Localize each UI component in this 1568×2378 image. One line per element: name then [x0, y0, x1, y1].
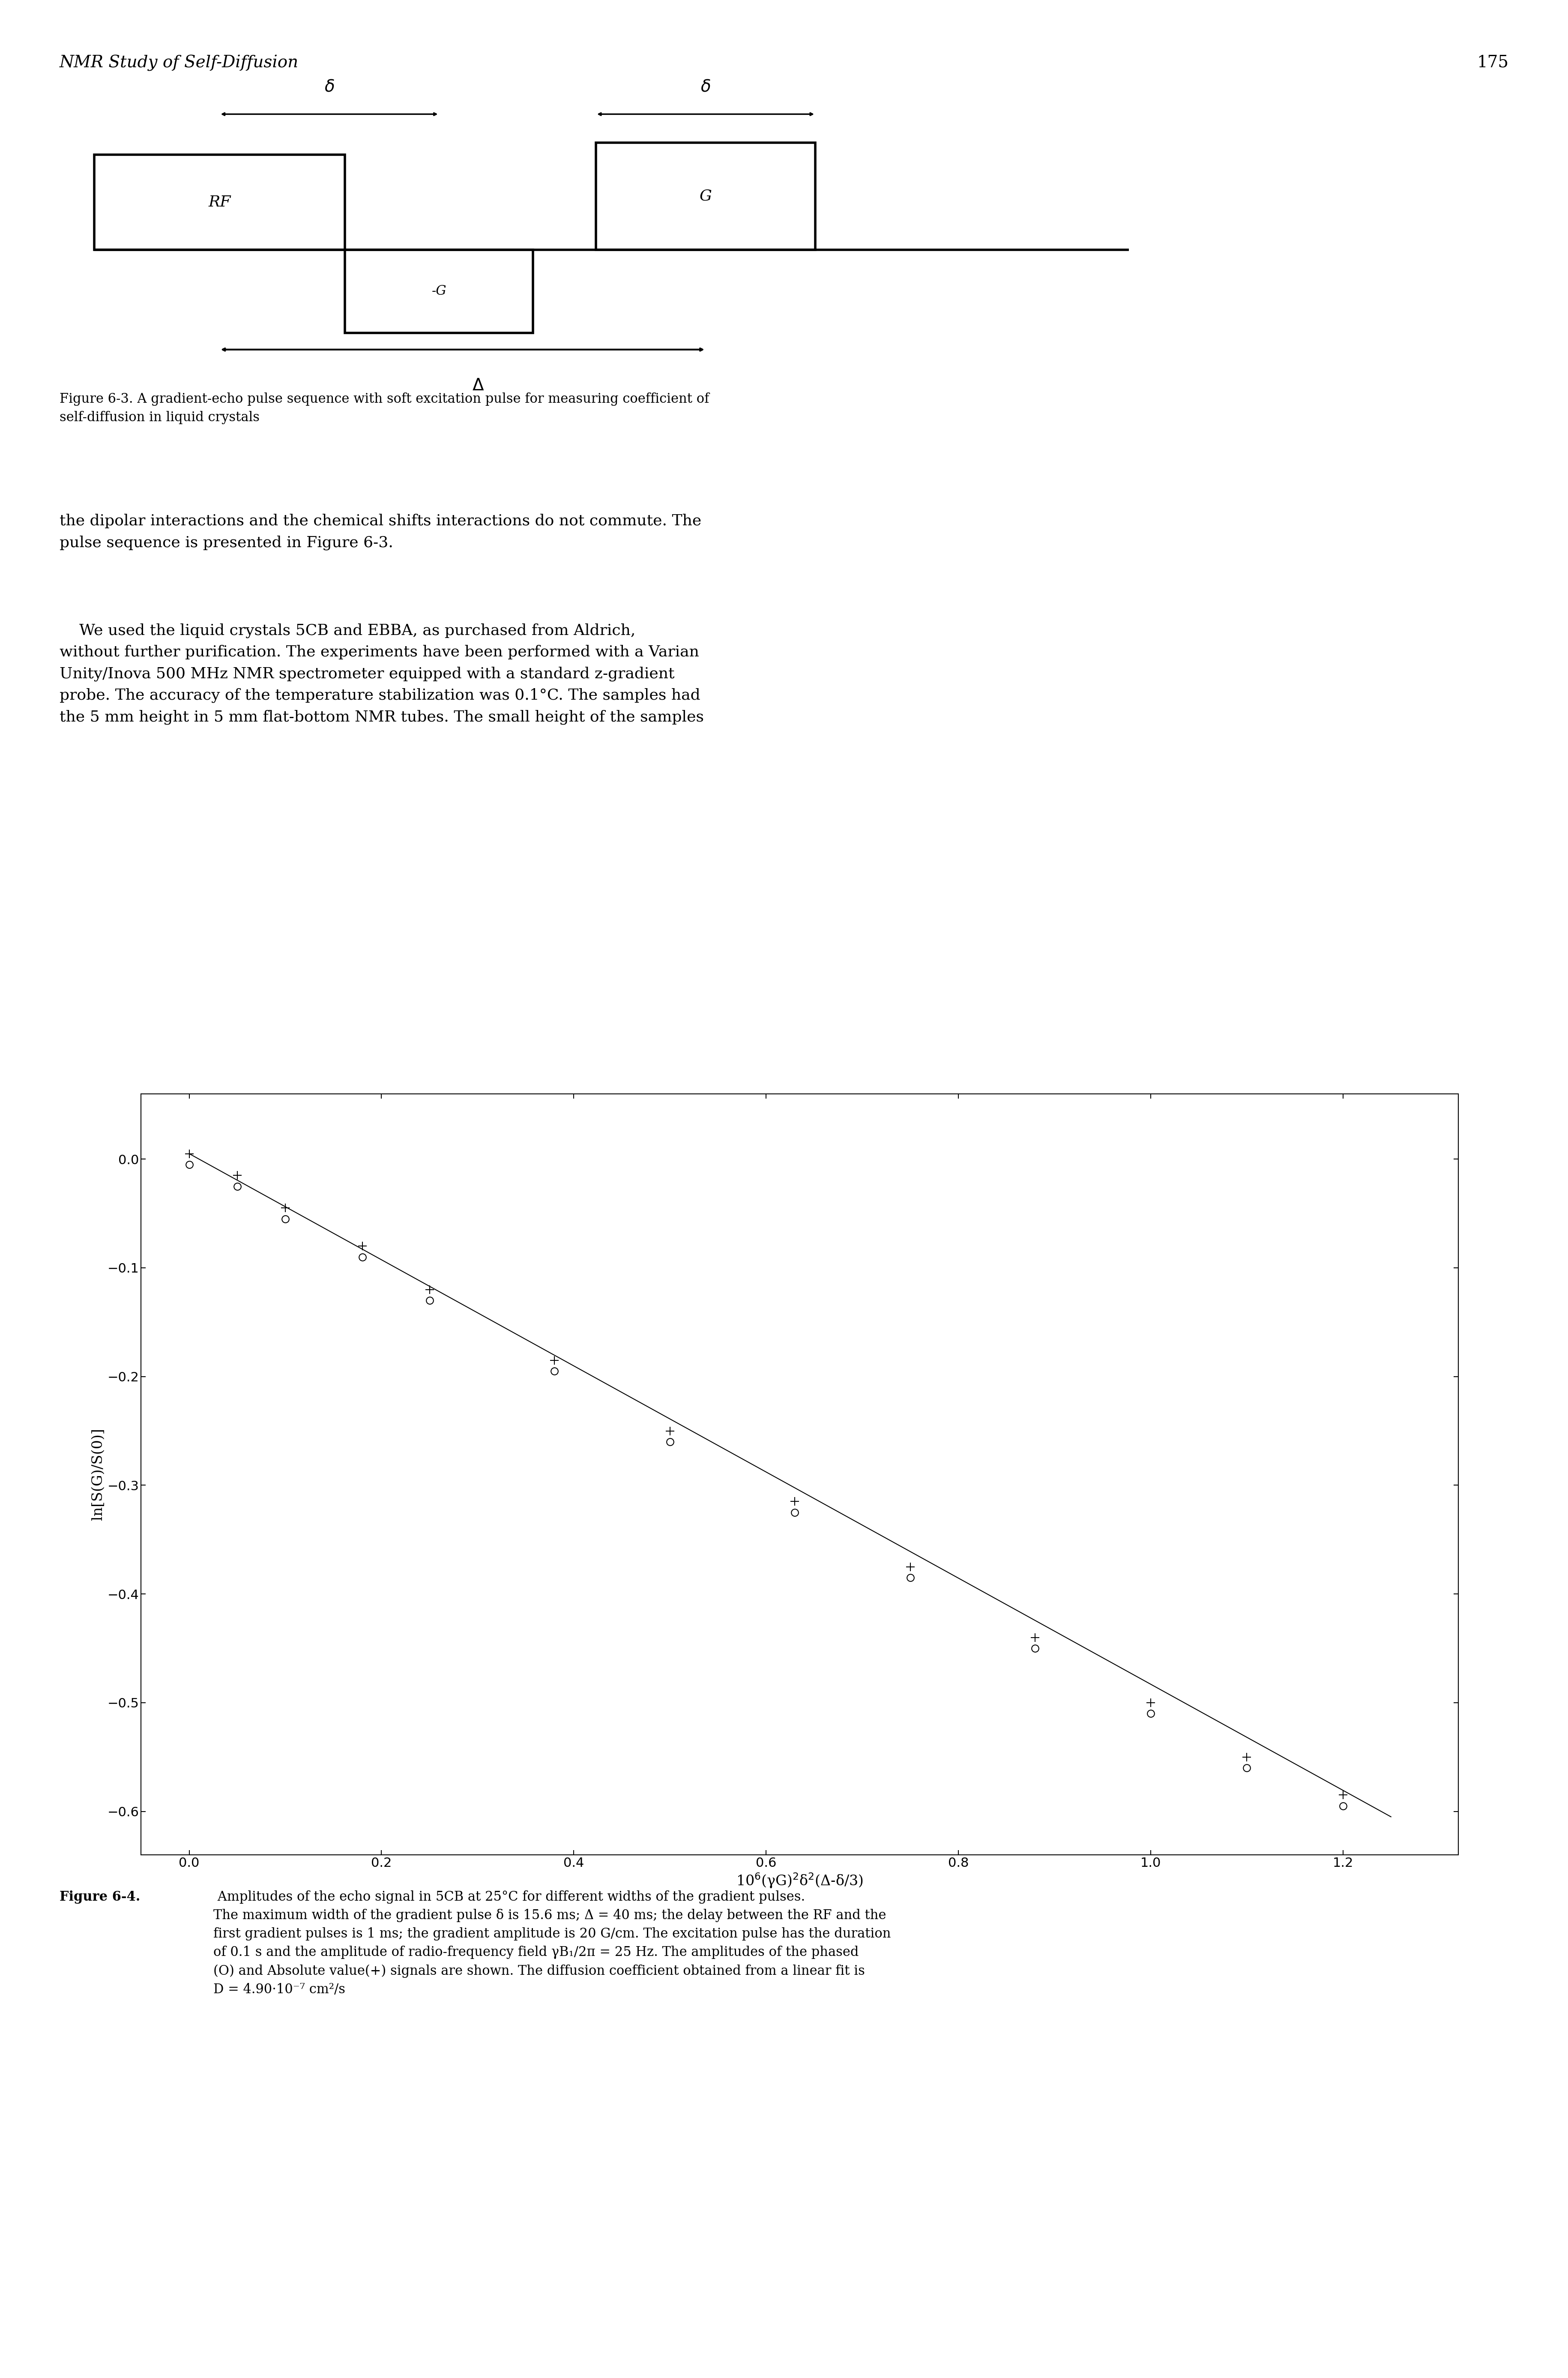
Text: -G: -G	[431, 285, 447, 297]
Text: RF: RF	[209, 195, 230, 209]
Text: $\delta$: $\delta$	[325, 78, 334, 95]
Text: $\Delta$: $\Delta$	[472, 378, 485, 395]
Text: Amplitudes of the echo signal in 5CB at 25°C for different widths of the gradien: Amplitudes of the echo signal in 5CB at …	[213, 1891, 891, 1995]
X-axis label: 10$^{6}$(γG)$^{2}$δ$^{2}$(Δ-δ/3): 10$^{6}$(γG)$^{2}$δ$^{2}$(Δ-δ/3)	[735, 1871, 864, 1891]
Y-axis label: ln[S(G)/S(0)]: ln[S(G)/S(0)]	[91, 1429, 105, 1520]
Text: G: G	[699, 188, 712, 205]
Text: Figure 6-4.: Figure 6-4.	[60, 1891, 140, 1905]
Text: the dipolar interactions and the chemical shifts interactions do not commute. Th: the dipolar interactions and the chemica…	[60, 514, 701, 549]
Text: 175: 175	[1477, 55, 1508, 71]
Text: $\delta$: $\delta$	[701, 78, 710, 95]
Bar	[596, 143, 815, 250]
Text: We used the liquid crystals 5CB and EBBA, as purchased from Aldrich,
without fur: We used the liquid crystals 5CB and EBBA…	[60, 623, 704, 725]
Text: Figure 6-3. A gradient-echo pulse sequence with soft excitation pulse for measur: Figure 6-3. A gradient-echo pulse sequen…	[60, 392, 709, 423]
Bar	[345, 250, 533, 333]
Bar	[94, 155, 345, 250]
Text: NMR Study of Self-Diffusion: NMR Study of Self-Diffusion	[60, 55, 298, 71]
